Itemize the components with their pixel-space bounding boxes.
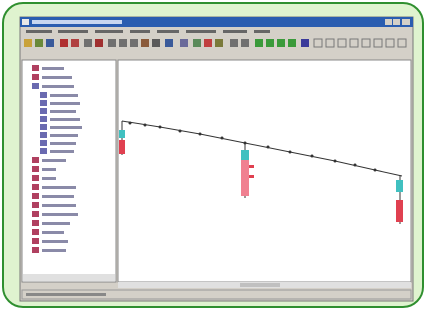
maximize-button[interactable] bbox=[393, 19, 400, 25]
screenshot bbox=[0, 0, 427, 311]
tool-button[interactable] bbox=[180, 39, 188, 47]
tool-button[interactable] bbox=[277, 39, 285, 47]
tool-button[interactable] bbox=[46, 39, 54, 47]
tool-button[interactable] bbox=[288, 39, 296, 47]
title-text bbox=[32, 20, 122, 24]
scroll-thumb[interactable] bbox=[240, 283, 280, 287]
drawing-area bbox=[118, 60, 411, 282]
menu-item[interactable] bbox=[157, 30, 179, 33]
close-button[interactable] bbox=[402, 19, 410, 25]
tool-button[interactable] bbox=[130, 39, 138, 47]
tool-button[interactable] bbox=[141, 39, 149, 47]
tool-button[interactable] bbox=[301, 39, 309, 47]
menu-item[interactable] bbox=[58, 30, 88, 33]
tool-button[interactable] bbox=[215, 39, 223, 47]
tool-button[interactable] bbox=[241, 39, 249, 47]
secondary-toolbar bbox=[22, 51, 411, 59]
menu-bar bbox=[26, 30, 270, 33]
tool-button[interactable] bbox=[24, 39, 32, 47]
tool-button[interactable] bbox=[60, 39, 68, 47]
tool-button[interactable] bbox=[108, 39, 116, 47]
menu-item[interactable] bbox=[223, 30, 247, 33]
tool-button[interactable] bbox=[119, 39, 127, 47]
tool-button[interactable] bbox=[204, 39, 212, 47]
tool-button[interactable] bbox=[255, 39, 263, 47]
menu-item[interactable] bbox=[95, 30, 123, 33]
tool-button[interactable] bbox=[165, 39, 173, 47]
menu-item[interactable] bbox=[254, 30, 270, 33]
window-buttons[interactable] bbox=[385, 19, 410, 25]
tool-button[interactable] bbox=[152, 39, 160, 47]
tool-button[interactable] bbox=[35, 39, 43, 47]
tool-button[interactable] bbox=[95, 39, 103, 47]
app-icon bbox=[22, 19, 29, 25]
minimize-button[interactable] bbox=[385, 19, 392, 25]
menu-item[interactable] bbox=[26, 30, 52, 33]
tool-button[interactable] bbox=[230, 39, 238, 47]
tree-scrollbar[interactable] bbox=[23, 274, 115, 281]
tool-button[interactable] bbox=[84, 39, 92, 47]
menu-item[interactable] bbox=[130, 30, 150, 33]
status-text bbox=[26, 293, 106, 296]
tool-button[interactable] bbox=[71, 39, 79, 47]
tool-button[interactable] bbox=[266, 39, 274, 47]
menu-item[interactable] bbox=[186, 30, 216, 33]
tool-button[interactable] bbox=[193, 39, 201, 47]
